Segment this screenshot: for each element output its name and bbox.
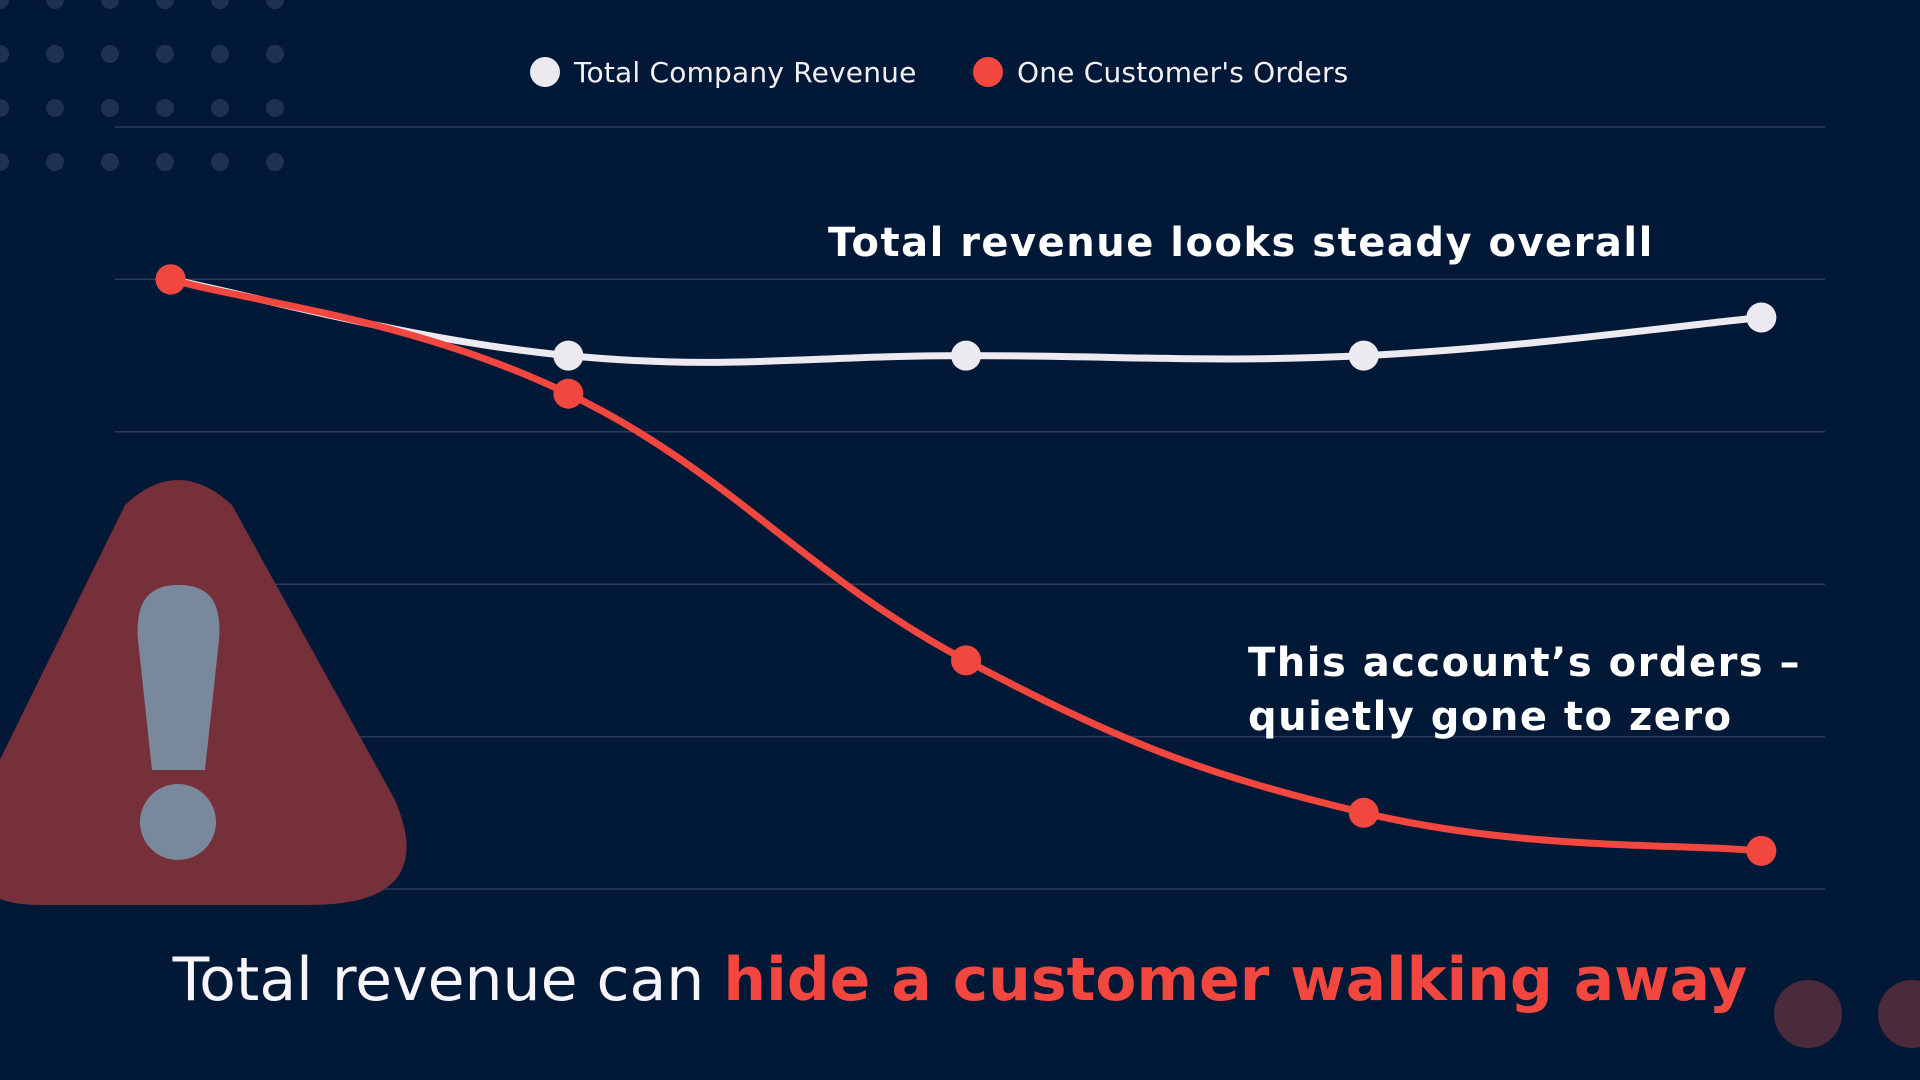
- decorative-dot: [0, 0, 9, 9]
- data-point-total-revenue-4: [1348, 340, 1379, 371]
- decorative-dot: [156, 0, 174, 9]
- decorative-dot: [0, 45, 9, 63]
- decorative-dot: [0, 99, 9, 117]
- decorative-dot: [266, 153, 284, 171]
- corner-circle-left: [1774, 980, 1842, 1048]
- decorative-dot-pattern: [0, 0, 284, 171]
- data-point-total-revenue-2: [553, 340, 584, 371]
- decorative-dot: [211, 0, 229, 9]
- chart-gridlines: [115, 126, 1825, 890]
- data-point-total-revenue-5: [1746, 302, 1777, 333]
- decorative-dot: [156, 45, 174, 63]
- chart-data-points: [155, 264, 1777, 866]
- data-point-customer-orders-4: [1348, 797, 1379, 828]
- decorative-dot: [46, 153, 64, 171]
- data-point-customer-orders-3: [951, 645, 982, 676]
- decorative-dot: [266, 99, 284, 117]
- decorative-dot: [101, 153, 119, 171]
- decorative-corner-circles: [1774, 980, 1920, 1048]
- decorative-dot: [46, 99, 64, 117]
- data-point-total-revenue-3: [951, 340, 982, 371]
- exclamation-bar: [137, 585, 220, 770]
- decorative-dot: [0, 153, 9, 171]
- decorative-dot: [101, 0, 119, 9]
- decorative-dot: [211, 99, 229, 117]
- decorative-dot: [211, 153, 229, 171]
- annotation-total-steady: Total revenue looks steady overall: [828, 220, 1654, 266]
- decorative-dot: [101, 45, 119, 63]
- data-point-customer-orders-5: [1746, 835, 1777, 866]
- headline-accent-text: hide a customer walking away: [723, 945, 1748, 1015]
- slide-headline: Total revenue can hide a customer walkin…: [0, 940, 1920, 1020]
- warning-triangle-icon: [0, 480, 407, 905]
- decorative-dot: [46, 45, 64, 63]
- annotation-customer-line-1: This account’s orders –: [1248, 640, 1802, 686]
- decorative-dot: [101, 99, 119, 117]
- corner-circle-right: [1878, 980, 1920, 1048]
- decorative-dot: [156, 153, 174, 171]
- data-point-customer-orders-1: [155, 264, 186, 295]
- decorative-dot: [46, 0, 64, 9]
- decorative-dot: [156, 99, 174, 117]
- decorative-dot: [211, 45, 229, 63]
- exclamation-dot: [140, 784, 216, 860]
- decorative-dot: [266, 0, 284, 9]
- data-point-customer-orders-2: [553, 378, 584, 409]
- annotation-customer-line-2: quietly gone to zero: [1248, 694, 1733, 740]
- decorative-dot: [266, 45, 284, 63]
- headline-plain-text: Total revenue can: [172, 945, 724, 1015]
